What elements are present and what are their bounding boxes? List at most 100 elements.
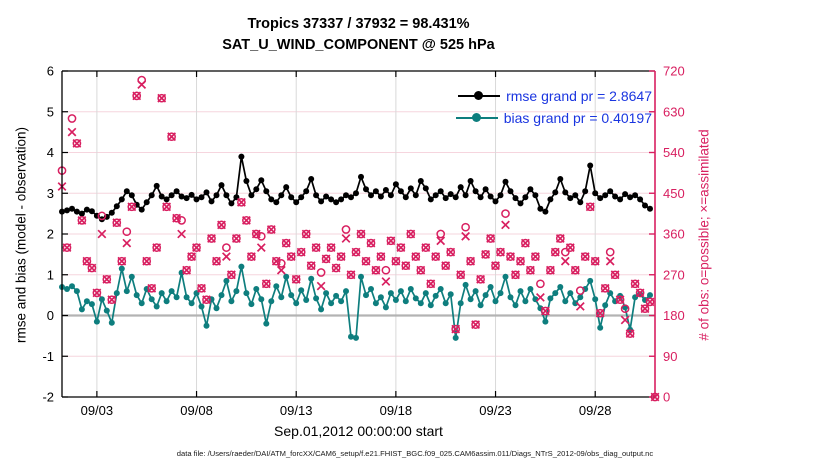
rmse-marker bbox=[397, 188, 404, 195]
obs-possible-marker bbox=[227, 270, 236, 280]
rmse-marker-icon bbox=[474, 91, 484, 100]
rmse-marker bbox=[457, 184, 464, 191]
obs-assimilated-marker bbox=[635, 288, 645, 298]
obs-possible-marker bbox=[381, 265, 391, 275]
rmse-marker bbox=[392, 181, 399, 188]
obs-possible-marker bbox=[97, 211, 107, 221]
rmse-marker bbox=[253, 186, 260, 193]
bias-marker bbox=[308, 275, 315, 282]
bias-marker bbox=[64, 286, 70, 292]
obs-assimilated-marker bbox=[152, 243, 162, 253]
obs-possible-marker bbox=[107, 295, 117, 305]
legend-rmse-label: rmse grand pr = 2.8647 bbox=[506, 88, 652, 104]
rmse-marker bbox=[218, 182, 225, 189]
bias-marker bbox=[228, 298, 235, 305]
obs-possible-marker bbox=[531, 252, 540, 261]
legend-row-rmse: rmse grand pr = 2.8647 bbox=[458, 86, 652, 106]
obs-assimilated-marker bbox=[506, 252, 515, 262]
rmse-marker bbox=[128, 192, 135, 199]
obs-possible-marker bbox=[436, 229, 446, 239]
obs-assimilated-marker bbox=[112, 218, 122, 228]
bias-marker bbox=[153, 303, 160, 310]
obs-possible-marker bbox=[615, 295, 625, 305]
rmse-marker bbox=[382, 187, 389, 193]
rmse-marker bbox=[507, 188, 514, 195]
bias-marker bbox=[547, 295, 554, 302]
rmse-marker bbox=[83, 206, 90, 213]
obs-possible-marker bbox=[476, 274, 485, 284]
rmse-marker bbox=[547, 196, 554, 203]
rmse-marker bbox=[432, 192, 439, 199]
bias-marker bbox=[123, 288, 130, 295]
rmse-marker bbox=[377, 193, 384, 200]
bias-marker bbox=[602, 302, 609, 309]
obs-assimilated-marker bbox=[122, 238, 132, 248]
bias-marker bbox=[487, 284, 494, 290]
obs-assimilated-marker bbox=[550, 247, 560, 257]
rmse-marker bbox=[318, 198, 325, 205]
obs-possible-marker bbox=[306, 261, 316, 271]
bias-marker bbox=[577, 294, 584, 301]
bias-marker bbox=[303, 297, 310, 303]
left-tick-label: 1 bbox=[47, 267, 54, 282]
obs-assimilated-marker bbox=[466, 256, 476, 266]
obs-assimilated-marker bbox=[92, 288, 102, 298]
obs-possible-marker bbox=[565, 243, 575, 252]
bias-marker bbox=[218, 292, 225, 299]
obs-assimilated-marker bbox=[286, 252, 296, 262]
bias-marker bbox=[338, 298, 345, 305]
bias-marker bbox=[183, 294, 190, 301]
obs-assimilated-marker bbox=[177, 229, 187, 239]
bias-marker bbox=[353, 334, 359, 341]
legend: rmse grand pr = 2.8647 bias grand pr = 0… bbox=[455, 86, 652, 128]
obs-possible-marker bbox=[580, 252, 590, 261]
rmse-marker bbox=[407, 185, 414, 192]
obs-assimilated-marker bbox=[516, 256, 525, 266]
bias-marker bbox=[512, 302, 519, 309]
rmse-marker bbox=[447, 191, 454, 198]
bias-marker bbox=[457, 300, 464, 307]
bias-marker bbox=[363, 292, 369, 299]
bias-marker bbox=[69, 283, 75, 290]
obs-possible-marker bbox=[456, 270, 466, 280]
bias-marker bbox=[402, 298, 409, 305]
obs-possible-marker bbox=[486, 234, 495, 243]
rmse-marker bbox=[387, 192, 394, 199]
obs-possible-marker bbox=[251, 229, 261, 239]
obs-assimilated-marker bbox=[311, 243, 321, 253]
bias-marker bbox=[447, 291, 454, 298]
bias-marker bbox=[318, 306, 325, 313]
obs-possible-marker bbox=[396, 243, 406, 252]
obs-assimilated-marker bbox=[226, 270, 236, 280]
obs-assimilated-marker bbox=[316, 281, 326, 291]
obs-possible-marker bbox=[406, 229, 416, 239]
obs-possible-marker bbox=[182, 265, 191, 275]
obs-assimilated-marker bbox=[540, 306, 550, 316]
obs-possible-marker bbox=[117, 256, 127, 266]
obs-assimilated-marker bbox=[336, 252, 346, 262]
obs-possible-marker bbox=[625, 329, 635, 338]
obs-assimilated-marker bbox=[351, 247, 361, 257]
obs-possible-marker bbox=[172, 213, 181, 223]
obs-assimilated-marker bbox=[555, 234, 565, 243]
obs-possible-marker bbox=[261, 279, 271, 289]
bias-marker bbox=[293, 300, 300, 307]
bias-marker bbox=[258, 296, 265, 303]
rmse-marker bbox=[153, 182, 160, 189]
right-tick-label: 450 bbox=[663, 186, 685, 201]
obs-possible-marker bbox=[311, 243, 321, 252]
right-tick-label: 360 bbox=[663, 227, 685, 242]
obs-possible-marker bbox=[550, 247, 560, 257]
obs-possible-marker bbox=[391, 256, 401, 266]
bias-marker bbox=[517, 288, 524, 295]
obs-possible-marker bbox=[212, 256, 221, 266]
obs-assimilated-marker bbox=[406, 229, 416, 239]
obs-possible-marker bbox=[546, 265, 555, 275]
obs-assimilated-marker bbox=[241, 215, 251, 225]
obs-assimilated-marker bbox=[251, 229, 261, 239]
bias-marker bbox=[407, 286, 414, 292]
x-axis-label: Sep.01,2012 00:00:00 start bbox=[274, 423, 443, 439]
obs-assimilated-marker bbox=[276, 265, 286, 275]
bias-marker bbox=[392, 297, 399, 303]
obs-possible-marker bbox=[521, 238, 530, 248]
